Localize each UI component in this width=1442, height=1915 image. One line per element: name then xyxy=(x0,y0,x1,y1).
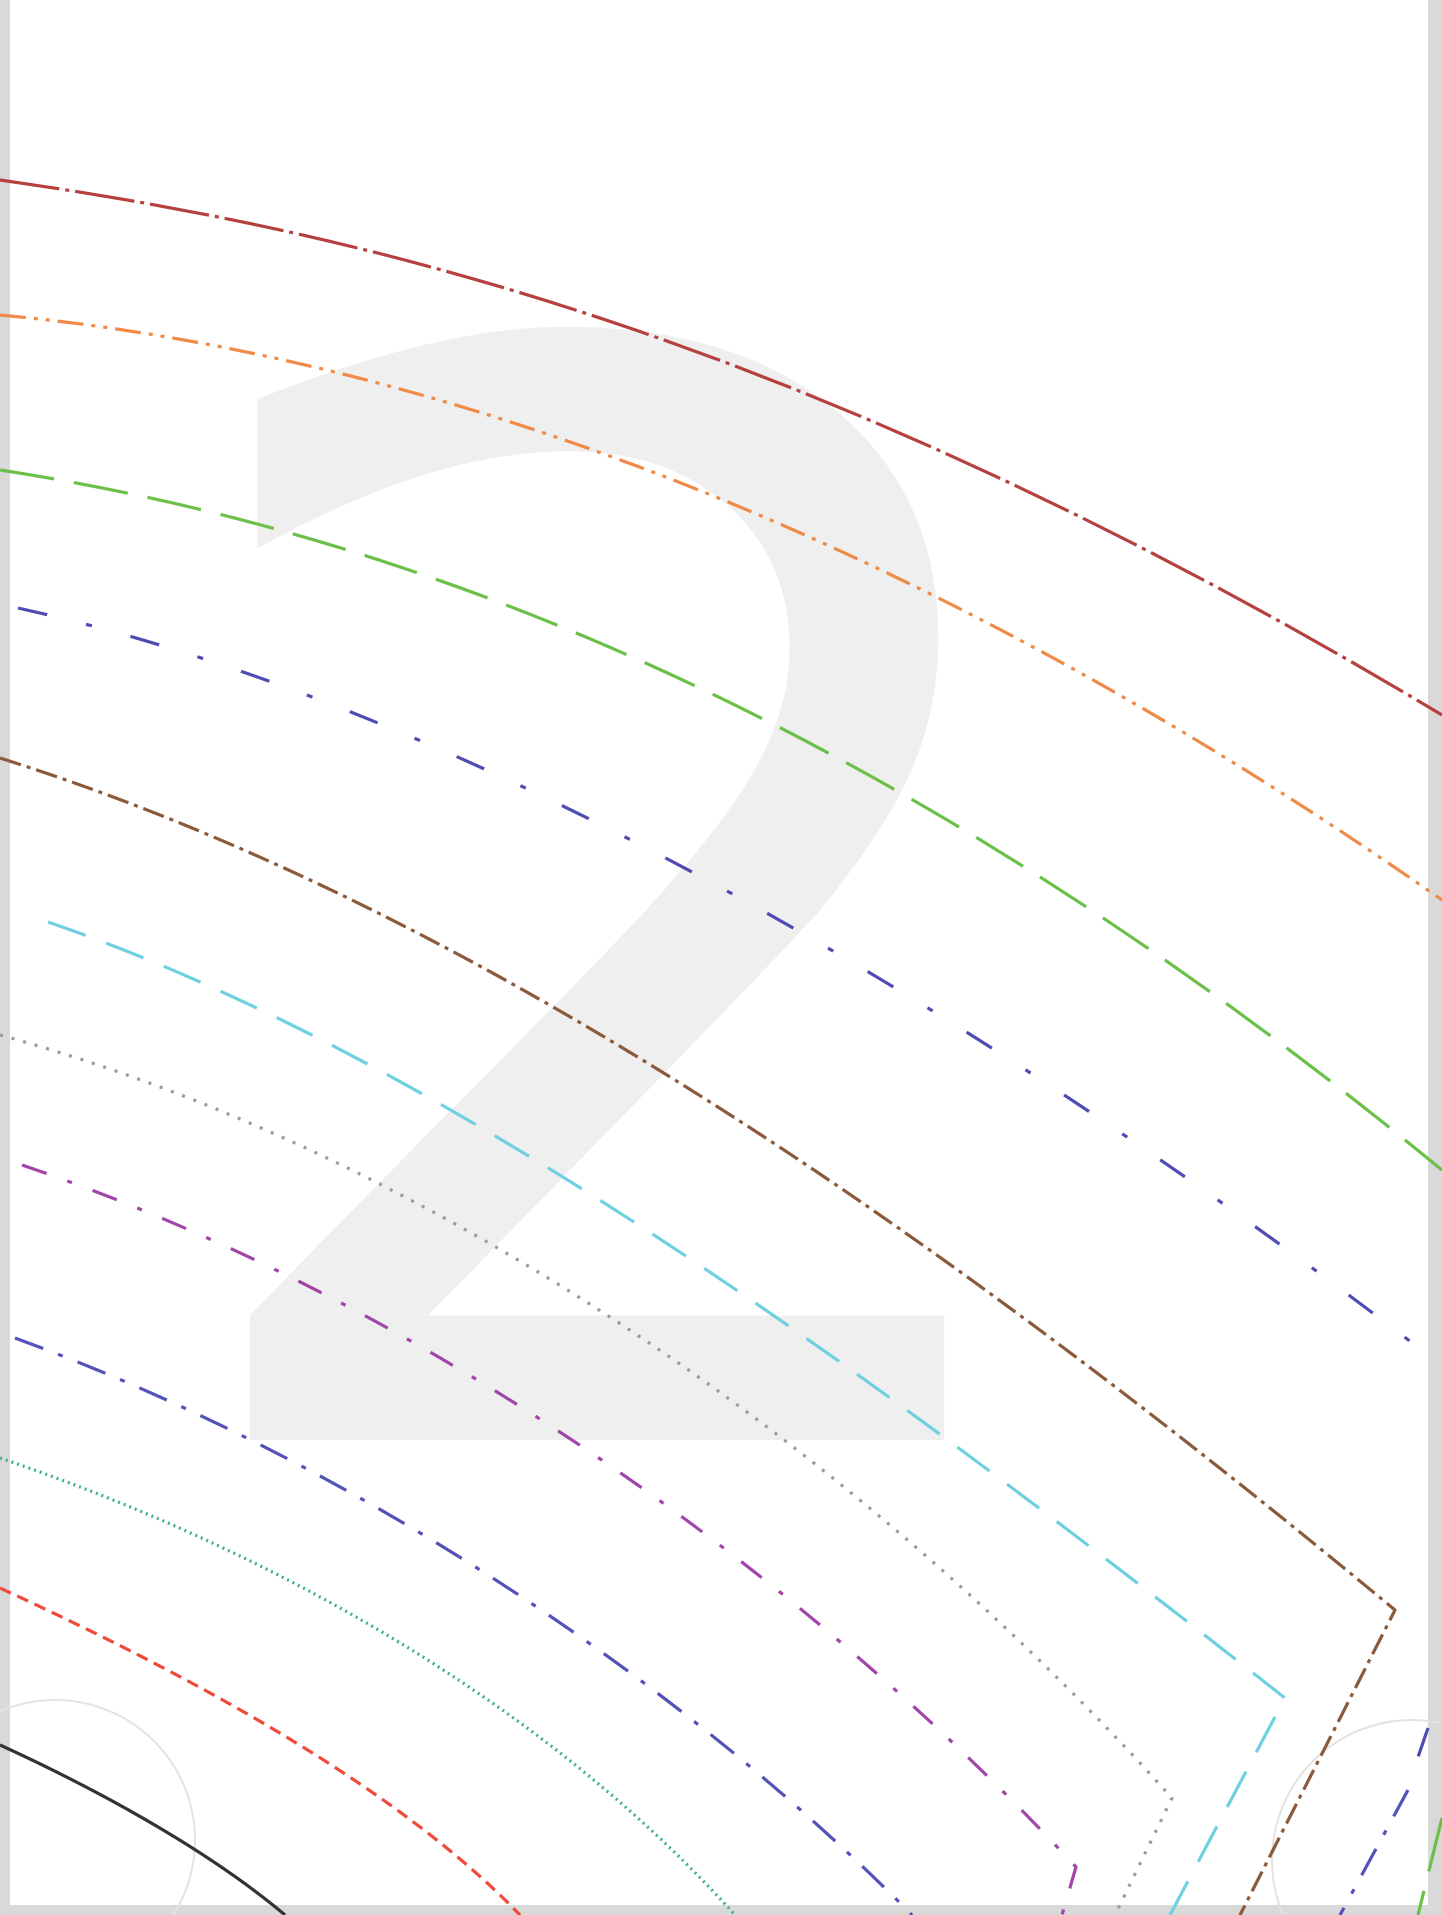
contour-line-6 xyxy=(47,920,1287,1915)
contour-line-3-fragment xyxy=(1416,1817,1442,1915)
guide-circle-left xyxy=(0,1699,196,1915)
frame-right-border xyxy=(1428,0,1442,1915)
contour-line-4-fragment xyxy=(1403,1727,1430,1796)
contour-line-7 xyxy=(0,1033,1174,1915)
contour-line-5 xyxy=(0,756,1397,1915)
guide-circle-right xyxy=(1271,1719,1442,1915)
contour-line-9 xyxy=(14,1336,914,1915)
frame-bottom-border xyxy=(0,1905,1442,1915)
contour-line-2 xyxy=(0,313,1442,902)
frame-left-border xyxy=(0,0,10,1915)
contour-line-9-fragment xyxy=(1338,1789,1410,1915)
contour-line-3 xyxy=(0,468,1442,1172)
contour-line-11 xyxy=(0,1586,522,1915)
contour-line-12 xyxy=(0,1743,287,1915)
contour-line-1 xyxy=(0,178,1442,717)
watermark-numeral: 2 xyxy=(140,48,1094,1794)
